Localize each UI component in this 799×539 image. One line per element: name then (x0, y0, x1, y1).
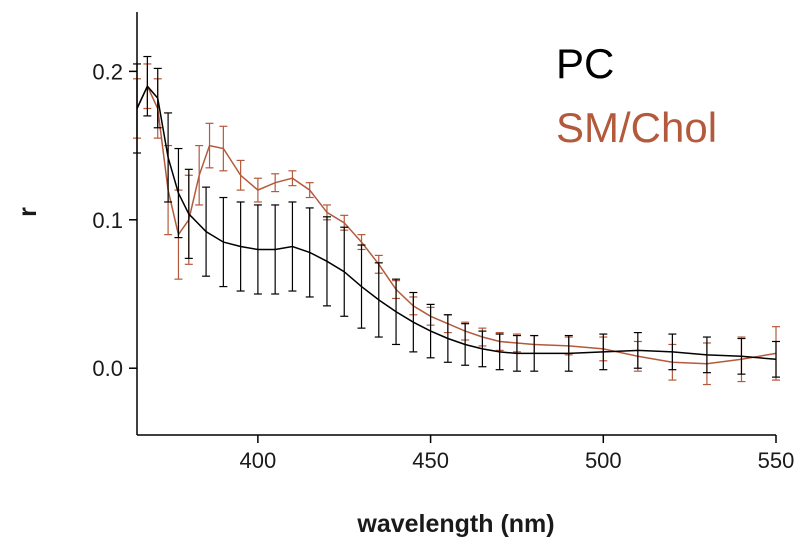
legend-entry-sm-chol: SM/Chol (556, 104, 717, 151)
ticks-layer: 400 450 500 550 0.0 0.1 0.2 (92, 59, 794, 473)
x-tick-label: 550 (758, 448, 795, 473)
x-tick-label: 450 (412, 448, 449, 473)
legend-entry-pc: PC (556, 40, 614, 87)
y-axis-title: r (14, 207, 42, 217)
series-line-pc (136, 84, 777, 361)
y-tick-label: 0.0 (92, 356, 123, 381)
x-tick-label: 500 (585, 448, 622, 473)
series-line-sm-chol (136, 84, 777, 365)
y-tick-label: 0.2 (92, 59, 123, 84)
x-axis-title: wavelength (nm) (356, 510, 554, 538)
x-tick-label: 400 (240, 448, 277, 473)
y-tick-label: 0.1 (92, 208, 123, 233)
axes-layer (136, 12, 776, 436)
